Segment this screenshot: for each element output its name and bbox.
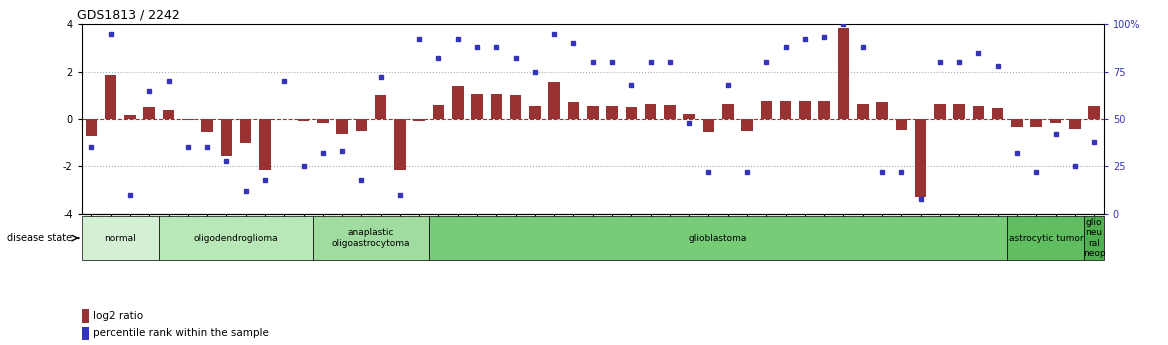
Bar [529,106,541,119]
Bar [1084,216,1104,260]
Bar [491,94,502,119]
Bar [182,119,194,120]
Bar [626,107,637,119]
Text: anaplastic
oligoastrocytoma: anaplastic oligoastrocytoma [332,228,410,248]
Bar [105,75,117,119]
Bar [201,119,213,132]
Bar [82,309,89,323]
Bar [394,119,405,170]
Bar [780,101,792,119]
Bar [298,119,310,121]
Bar [588,106,598,119]
Text: GDS1813 / 2242: GDS1813 / 2242 [77,9,180,22]
Bar [915,119,926,197]
Text: oligodendroglioma: oligodendroglioma [194,234,278,243]
Bar [82,327,89,340]
Bar [819,101,830,119]
Bar [973,106,985,119]
Bar [549,82,559,119]
Bar [432,105,444,119]
Bar [742,119,753,131]
Bar [452,86,464,119]
Bar [317,119,328,122]
Text: normal: normal [104,234,137,243]
Bar [760,101,772,119]
Bar [336,119,348,135]
Bar [934,104,946,119]
Bar [953,104,965,119]
Bar [876,102,888,119]
Text: glio
neu
ral
neop: glio neu ral neop [1083,218,1105,258]
Bar [1069,119,1080,128]
Bar [703,119,715,132]
Bar [606,106,618,119]
Text: glioblastoma: glioblastoma [689,234,748,243]
Bar [568,102,579,119]
Bar [221,119,232,156]
Bar [471,94,482,119]
Bar [645,104,656,119]
Bar [162,109,174,119]
Bar [124,116,135,119]
Bar [144,107,155,119]
Text: disease state: disease state [7,233,72,243]
Bar [82,216,159,260]
Bar [375,95,387,119]
Bar [239,119,251,143]
Bar [665,105,675,119]
Bar [1030,119,1042,127]
Bar [837,28,849,119]
Text: astrocytic tumor: astrocytic tumor [1009,234,1083,243]
Bar [313,216,429,260]
Bar [896,119,908,130]
Bar [510,95,521,119]
Text: log2 ratio: log2 ratio [93,311,144,321]
Bar [992,108,1003,119]
Bar [1050,119,1062,122]
Bar [85,119,97,136]
Bar [159,216,313,260]
Bar [413,119,425,121]
Text: percentile rank within the sample: percentile rank within the sample [93,328,269,338]
Bar [355,119,367,131]
Bar [259,119,271,170]
Bar [799,101,811,119]
Bar [1011,119,1023,127]
Bar [429,216,1007,260]
Bar [1089,106,1100,119]
Bar [683,114,695,119]
Bar [1007,216,1084,260]
Bar [722,104,734,119]
Bar [857,104,869,119]
